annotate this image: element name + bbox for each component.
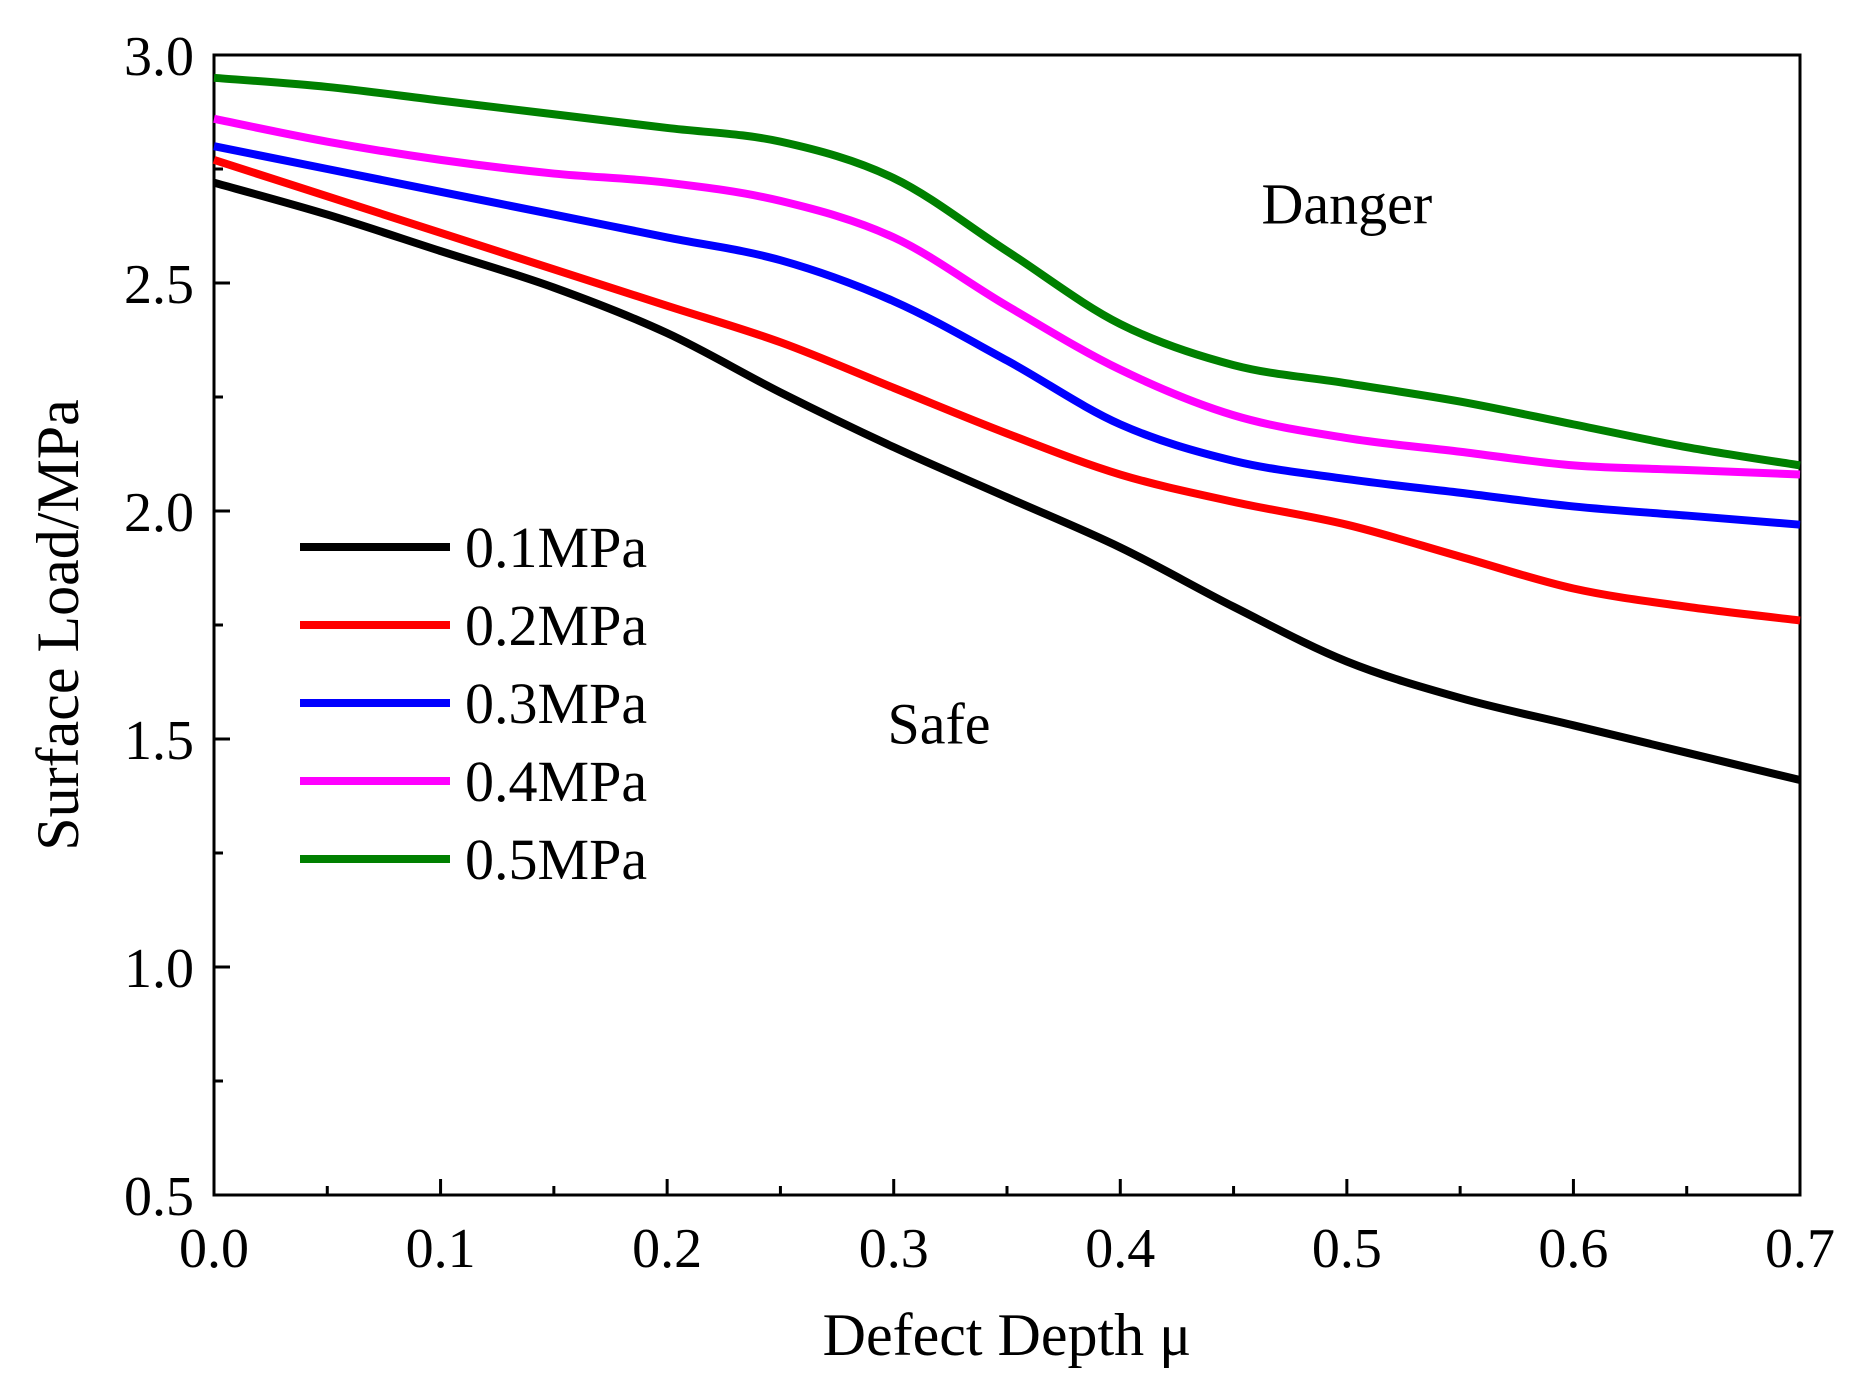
x-tick-label: 0.6 — [1538, 1218, 1608, 1280]
legend-label: 0.1MPa — [465, 515, 647, 580]
axis-ticks: 0.0 0.1 0.2 0.3 0.4 0.5 0.6 0.7 0.5 1.0 1.5 2.0 2.5 3… — [124, 26, 1835, 1280]
x-axis-title: Defect Depth μ — [823, 1302, 1192, 1368]
y-tick-label: 2.0 — [124, 482, 194, 544]
y-axis-title: Surface Load/MPa — [25, 399, 91, 851]
series-line-4 — [213, 114, 1801, 479]
x-tick-label: 0.3 — [859, 1218, 929, 1280]
legend-label: 0.4MPa — [465, 749, 647, 814]
legend-label: 0.2MPa — [465, 593, 647, 658]
x-tick-label: 0.2 — [632, 1218, 702, 1280]
plot-area — [212, 53, 1802, 1197]
series-line-3 — [213, 142, 1801, 529]
plot-frame — [212, 53, 1802, 1197]
legend: 0.1MPa 0.2MPa 0.3MPa 0.4MPa 0.5MPa — [300, 515, 647, 892]
legend-label: 0.5MPa — [465, 827, 647, 892]
x-tick-label: 0.5 — [1312, 1218, 1382, 1280]
x-tick-label: 0.7 — [1765, 1218, 1835, 1280]
danger-region-label: Danger — [1262, 172, 1433, 237]
y-tick-label: 1.0 — [124, 938, 194, 1000]
x-tick-label: 0.1 — [406, 1218, 476, 1280]
legend-label: 0.3MPa — [465, 671, 647, 736]
y-tick-label: 3.0 — [124, 26, 194, 88]
series-layer — [212, 73, 1801, 784]
y-tick-label: 1.5 — [124, 710, 194, 772]
series-line-1 — [212, 178, 1801, 784]
series-line-2 — [212, 156, 1801, 625]
x-tick-label: 0.4 — [1085, 1218, 1155, 1280]
y-tick-label: 0.5 — [124, 1166, 194, 1228]
series-line-5 — [213, 73, 1801, 470]
x-tick-label: 0.0 — [179, 1218, 249, 1280]
y-tick-label: 2.5 — [124, 254, 194, 316]
safe-region-label: Safe — [887, 692, 990, 757]
